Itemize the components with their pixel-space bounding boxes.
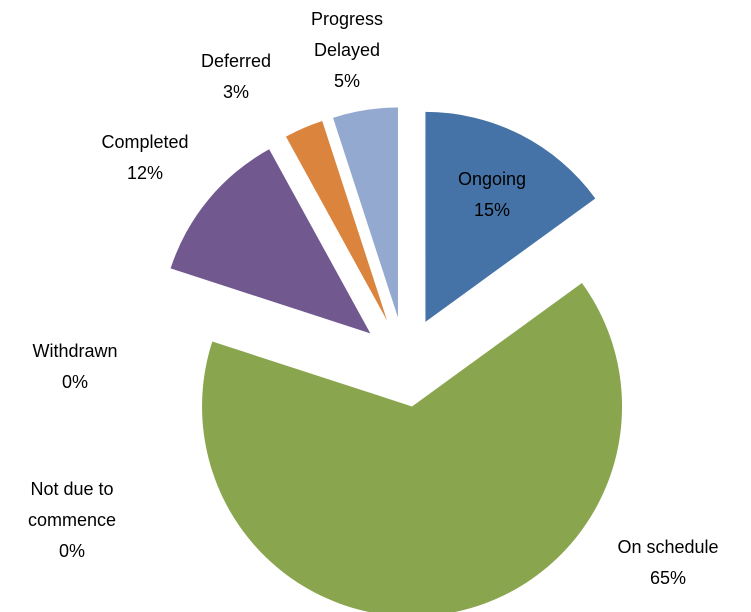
data-label: Progress Delayed 5% (307, 4, 387, 97)
label-value: 12% (126, 163, 164, 183)
label-name: Deferred (200, 51, 272, 71)
pie-slice (170, 149, 371, 334)
pie-slice (202, 283, 623, 612)
pie-slice (333, 107, 398, 318)
label-value: 0% (58, 541, 85, 561)
pie-slice (425, 111, 596, 322)
data-label: Deferred 3% (181, 46, 291, 108)
data-label: On schedule 65% (598, 532, 738, 594)
data-label: Withdrawn 0% (10, 336, 140, 398)
label-value: 15% (473, 200, 511, 220)
data-label: Not due to commence 0% (17, 474, 127, 567)
pie-slice (285, 120, 388, 321)
label-name: Completed (101, 132, 189, 152)
label-value: 65% (649, 568, 687, 588)
data-label: Ongoing 15% (432, 164, 552, 226)
label-value: 0% (61, 372, 88, 392)
label-value: 5% (333, 71, 360, 91)
label-name: On schedule (617, 537, 719, 557)
data-label: Completed 12% (80, 127, 210, 189)
label-name: Progress Delayed (310, 9, 384, 60)
label-name: Not due to commence (27, 479, 117, 530)
label-value: 3% (222, 82, 249, 102)
label-name: Withdrawn (32, 341, 118, 361)
label-name: Ongoing (457, 169, 527, 189)
